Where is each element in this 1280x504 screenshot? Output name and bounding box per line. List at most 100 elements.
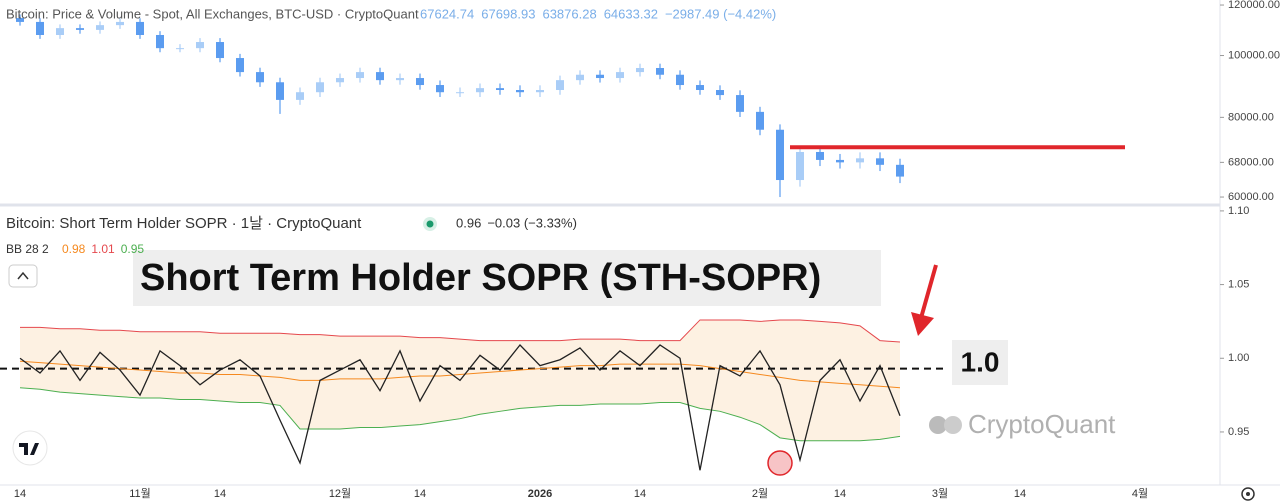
candle-body <box>376 72 384 81</box>
candle-body <box>56 28 64 35</box>
annotation: Short Term Holder SOPR (STH-SOPR) <box>140 257 821 299</box>
x-tick-label: 2026 <box>528 488 552 500</box>
band-line <box>20 319 901 343</box>
candle-body <box>516 90 524 93</box>
candle-body <box>356 72 364 79</box>
arrow-shaft <box>919 264 938 319</box>
y-tick-label: 1.00 <box>1228 352 1249 364</box>
y-tick-label: 1.10 <box>1228 205 1249 217</box>
candle-body <box>236 58 244 73</box>
candle-body <box>696 85 704 91</box>
candle-body <box>36 21 44 35</box>
candle-body <box>196 42 204 49</box>
candle-body <box>556 80 564 91</box>
level-label: 1.0 <box>961 346 1000 377</box>
tv-logo-mark <box>19 443 39 455</box>
candle-body <box>796 151 804 181</box>
candle-body <box>216 42 224 59</box>
x-tick-label: 14 <box>214 488 226 500</box>
candle-body <box>656 68 664 75</box>
status-dot <box>426 220 434 228</box>
price-title: Bitcoin: Price & Volume - Spot, All Exch… <box>6 6 419 21</box>
watermark-logo <box>944 416 962 434</box>
x-tick-label: 2월 <box>752 487 768 500</box>
watermark-logo <box>929 416 947 434</box>
collapse-button[interactable] <box>8 264 38 288</box>
x-tick-label: 14 <box>1014 488 1026 500</box>
band-line <box>19 360 901 389</box>
candle-body <box>456 92 464 94</box>
candle-body <box>436 85 444 93</box>
price-header-value: 67698.93 <box>481 6 535 21</box>
candle-body <box>636 68 644 73</box>
candle-body <box>716 90 724 96</box>
y-tick-label: 100000.00 <box>1228 49 1280 61</box>
candle-body <box>856 158 864 163</box>
arrow-head <box>911 312 934 336</box>
candle-body <box>176 48 184 50</box>
bb-value: 0.98 <box>62 242 86 256</box>
watermark: CryptoQuant <box>968 409 1116 439</box>
sopr-line <box>19 344 901 471</box>
candle-body <box>316 82 324 93</box>
tv-logo-bg <box>12 430 48 466</box>
x-tick-label: 14 <box>14 488 26 500</box>
candle-body <box>136 21 144 35</box>
x-tick-label: 14 <box>834 488 846 500</box>
candle-body <box>576 74 584 81</box>
candle-body <box>416 78 424 86</box>
sopr-title: Bitcoin: Short Term Holder SOPR · 1날 · C… <box>6 215 362 232</box>
candle-body <box>536 90 544 93</box>
candle-body <box>596 74 604 79</box>
candle-body <box>476 88 484 93</box>
y-tick-label: 68000.00 <box>1228 156 1274 168</box>
y-tick-label: 0.95 <box>1228 426 1249 438</box>
bb-label: BB 28 2 <box>6 242 49 256</box>
candle-body <box>756 111 764 130</box>
candle-body <box>876 158 884 165</box>
x-tick-label: 14 <box>414 488 426 500</box>
candle-body <box>776 129 784 181</box>
candle-body <box>276 82 284 100</box>
settings-icon <box>1246 492 1250 496</box>
candle-body <box>336 78 344 83</box>
candle-body <box>116 21 124 26</box>
x-tick-label: 3월 <box>932 487 948 500</box>
level-label-box <box>952 340 1008 385</box>
bb-value: 1.01 <box>91 242 115 256</box>
tv-logo <box>12 430 48 466</box>
price-header-value: 64633.32 <box>604 6 658 21</box>
y-tick-label: 1.05 <box>1228 278 1249 290</box>
candle-body <box>676 74 684 86</box>
candle-body <box>896 164 904 177</box>
candle-body <box>156 34 164 49</box>
candle-body <box>256 72 264 83</box>
y-tick-label: 120000.00 <box>1228 0 1280 11</box>
sopr-header-value: −0.03 (−3.33%) <box>487 215 577 230</box>
annotation-box <box>133 250 881 306</box>
candle-body <box>16 18 24 22</box>
x-tick-label: 11월 <box>129 487 151 500</box>
candle-body <box>296 92 304 100</box>
collapse-icon <box>17 271 29 280</box>
price-header-value: 63876.28 <box>542 6 596 21</box>
price-header-value: 67624.74 <box>420 6 474 21</box>
candle-body <box>816 151 824 160</box>
price-header-value: −2987.49 (−4.42%) <box>665 6 776 21</box>
highlight-circle <box>767 450 793 476</box>
candle-body <box>736 95 744 112</box>
x-tick-label: 4월 <box>1132 487 1148 500</box>
x-tick-label: 14 <box>634 488 646 500</box>
candle-body <box>836 159 844 163</box>
candle-body <box>396 78 404 81</box>
y-tick-label: 80000.00 <box>1228 111 1274 123</box>
mark-layer <box>0 14 1125 471</box>
candle-body <box>616 72 624 79</box>
settings-button[interactable] <box>1241 487 1255 501</box>
bb-value: 0.95 <box>121 242 145 256</box>
candle-body <box>496 88 504 91</box>
band-line <box>19 387 901 442</box>
candle-body <box>76 28 84 30</box>
y-tick-label: 60000.00 <box>1228 191 1274 203</box>
